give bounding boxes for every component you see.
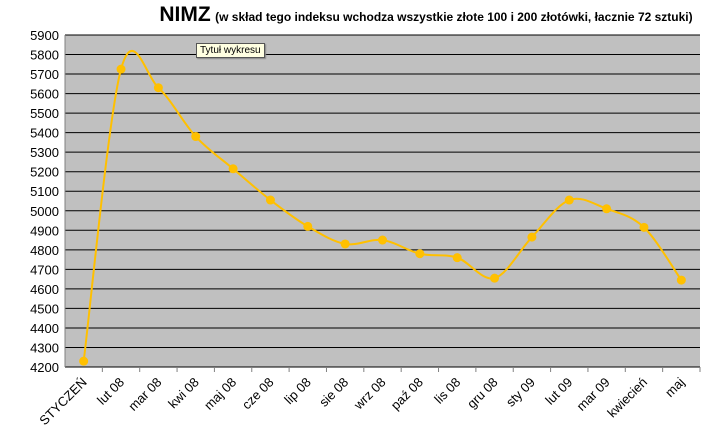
marker [303, 221, 313, 231]
y-tick-label: 4500 [30, 301, 59, 316]
y-tick-label: 5100 [30, 184, 59, 199]
marker [676, 275, 686, 285]
y-tick-label: 4800 [30, 243, 59, 258]
line [82, 50, 683, 362]
x-tick-label: sie 08 [316, 375, 351, 410]
x-tick-label: paź 08 [388, 375, 426, 413]
y-tick-label: 4300 [30, 340, 59, 355]
x-tick-label: lut 08 [94, 375, 127, 408]
x-tick-label: wrz 08 [350, 375, 388, 413]
x-tick-label: mar 08 [125, 375, 164, 414]
marker [153, 83, 163, 93]
marker [564, 195, 574, 205]
x-tick-label: lip 08 [281, 375, 314, 408]
marker [191, 132, 201, 142]
y-tick-label: 5600 [30, 87, 59, 102]
y-tick-label: 5900 [30, 28, 59, 43]
x-tick-label: gru 08 [464, 375, 501, 412]
x-tick-label: STYCZEŃ [36, 375, 90, 429]
x-tick-label: sty 09 [503, 375, 538, 410]
y-tick-label: 5300 [30, 145, 59, 160]
marker [116, 64, 126, 74]
y-tick-label: 4600 [30, 282, 59, 297]
y-tick-label: 4700 [30, 262, 59, 277]
marker [228, 164, 238, 174]
x-tick-label: lis 08 [431, 375, 463, 407]
marker [79, 356, 89, 366]
y-tick-label: 5400 [30, 126, 59, 141]
y-tick-label: 5500 [30, 106, 59, 121]
y-tick-label: 5800 [30, 48, 59, 63]
marker [378, 235, 387, 245]
y-tick-label: 4900 [30, 223, 59, 238]
x-tick-label: maj [662, 374, 687, 399]
y-tick-label: 5200 [30, 165, 59, 180]
chart-subtitle: (w skład tego indeksu wchodza wszystkie … [215, 10, 693, 24]
tooltip: Tytuł wykresu [196, 43, 265, 58]
marker [415, 249, 425, 259]
x-tick-label: cze 08 [239, 375, 277, 413]
y-tick-label: 4200 [30, 360, 59, 375]
plot-area [65, 35, 700, 367]
marker [340, 239, 350, 249]
y-tick-label: 4400 [30, 321, 59, 336]
x-tick-label: kwi 08 [165, 375, 202, 412]
y-tick-label: 5000 [30, 204, 59, 219]
y-tick-label: 5700 [30, 67, 59, 82]
marker [527, 232, 537, 242]
chart-title: NIMZ [159, 3, 211, 26]
x-tick-label: maj 08 [201, 375, 239, 413]
x-tick-label: lut 09 [542, 375, 575, 408]
title-block: NIMZ (w skład tego indeksu wchodza wszys… [150, 3, 702, 26]
x-tick-label: kwiecień [604, 375, 650, 421]
marker [452, 253, 462, 263]
marker [602, 204, 612, 214]
marker [490, 273, 500, 283]
marker [265, 195, 275, 205]
marker [639, 222, 649, 232]
